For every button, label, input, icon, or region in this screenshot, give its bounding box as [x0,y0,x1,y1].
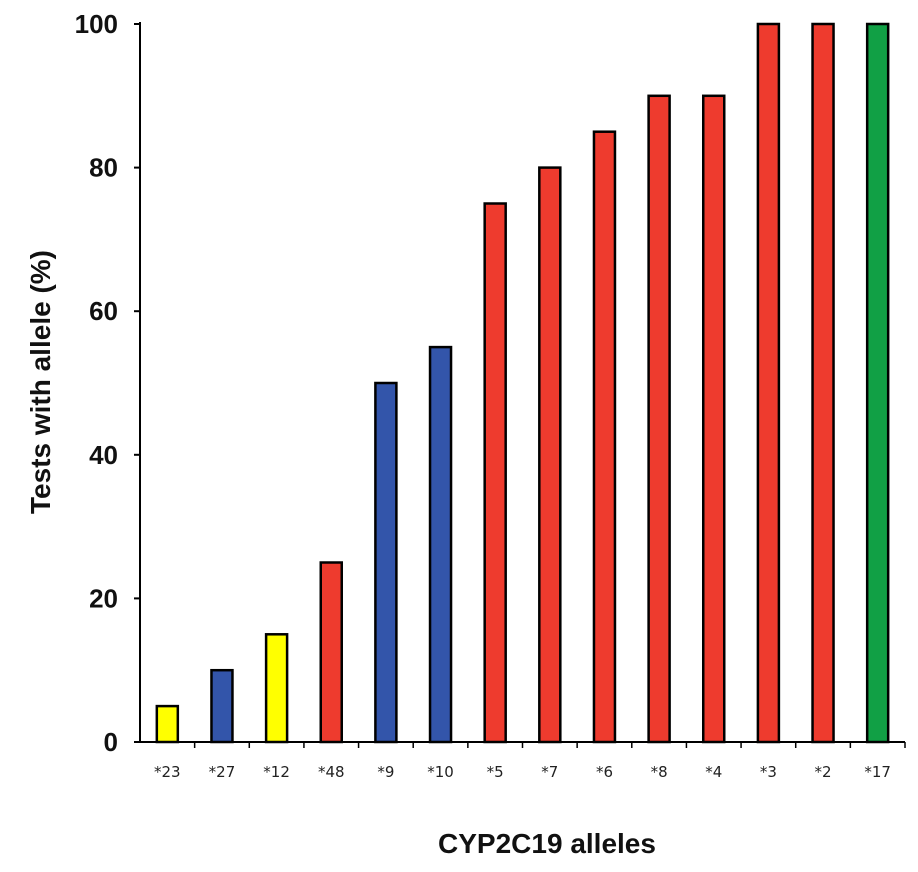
x-axis-title: CYP2C19 alleles [438,828,656,859]
bar [811,22,835,744]
x-tick-label: *4 [705,763,722,781]
bar [155,704,180,744]
bar [756,22,781,744]
x-tick-label: *5 [487,763,504,781]
x-tick-label: *17 [864,763,891,781]
x-tick-label: *2 [815,763,832,781]
x-tick-label: *9 [377,763,394,781]
bar [865,22,890,744]
bar [374,381,398,744]
bar [702,94,726,744]
x-tick-label: *27 [209,763,236,781]
y-tick-label: 0 [104,727,118,757]
x-tick-label: *12 [263,763,290,781]
bar [592,130,617,744]
bar [428,345,453,744]
x-tick-label: *3 [760,763,777,781]
y-tick-label: 20 [89,583,118,613]
x-tick-label: *23 [154,763,181,781]
x-tick-label: *7 [541,763,558,781]
y-tick-label: 100 [75,9,118,39]
bar [264,633,289,744]
x-tick-label: *8 [651,763,668,781]
x-tick-label: *10 [427,763,454,781]
bar [319,561,343,744]
y-tick-label: 40 [89,440,118,470]
y-tick-label: 60 [89,296,118,326]
bar [647,94,671,744]
bar [483,202,507,744]
x-tick-label: *6 [596,763,613,781]
x-tick-label: *48 [318,763,345,781]
bar [210,668,234,744]
bar [538,166,562,744]
y-axis-title: Tests with allele (%) [25,250,56,514]
y-tick-label: 80 [89,153,118,183]
